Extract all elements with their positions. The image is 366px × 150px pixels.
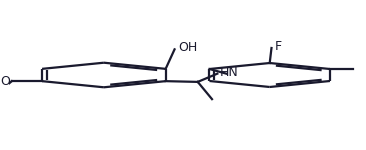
Text: F: F	[275, 40, 282, 53]
Text: HN: HN	[220, 66, 239, 79]
Text: O: O	[0, 75, 10, 88]
Text: OH: OH	[178, 41, 197, 54]
